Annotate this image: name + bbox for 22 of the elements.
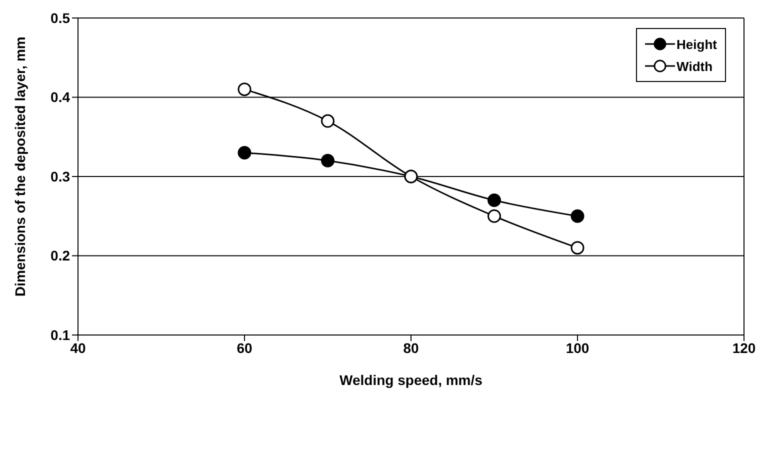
x-axis-title: Welding speed, mm/s	[340, 372, 483, 388]
point	[321, 154, 334, 168]
x-tick-label: 120	[732, 340, 756, 356]
y-axis-title: Dimensions of the deposited layer, mm	[12, 36, 28, 296]
y-tick-label: 0.3	[50, 168, 70, 184]
x-tick-label: 40	[70, 340, 86, 356]
point	[321, 114, 334, 128]
legend-label: Height	[676, 36, 717, 52]
point	[570, 209, 584, 223]
y-tick-label: 0.2	[50, 248, 70, 264]
y-tick-label: 0.4	[50, 89, 70, 106]
point	[570, 241, 584, 255]
x-tick-label: 80	[403, 340, 419, 356]
legend-label: Width	[676, 58, 713, 74]
point	[488, 209, 501, 223]
y-tick-label: 0.5	[50, 10, 70, 26]
x-tick-label: 60	[236, 340, 252, 356]
x-tick-label: 100	[566, 340, 590, 356]
point	[238, 82, 252, 96]
point	[238, 146, 252, 160]
point	[488, 194, 501, 208]
y-tick-label: 0.1	[50, 326, 70, 343]
